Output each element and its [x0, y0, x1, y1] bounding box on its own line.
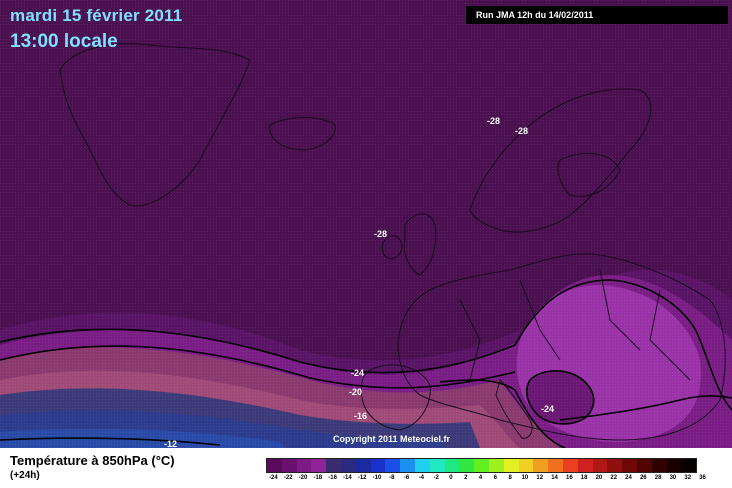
scale-swatch — [577, 459, 593, 472]
label-24-east: -24 — [541, 404, 555, 414]
label-28-scandinavia-east: -28 — [515, 126, 529, 136]
scale-swatch — [444, 459, 460, 472]
scale-tick: -16 — [328, 475, 337, 481]
scale-swatch — [414, 459, 430, 472]
scale-swatch — [267, 459, 282, 472]
scale-tick: 30 — [669, 475, 677, 481]
isotherm-minus22-east — [559, 395, 732, 421]
scale-tick: -4 — [418, 475, 425, 481]
scale-tick: 28 — [654, 475, 662, 481]
legend-panel: Température à 850hPa (°C) (+24h) -24 -22-… — [0, 448, 732, 488]
scale-tick: -18 — [313, 475, 323, 481]
label-28-scandinavia-west: -28 — [487, 116, 501, 126]
dither-overlay — [0, 0, 732, 448]
isotherm-minus24 — [0, 279, 701, 374]
scale-swatch — [518, 459, 534, 472]
scale-tick: 0 — [449, 475, 453, 481]
scale-swatch — [562, 459, 578, 472]
scale-swatch — [503, 459, 519, 472]
scale-tick: 32 — [684, 475, 692, 481]
scale-tick: 24 — [625, 475, 632, 481]
scale-tick: 10 — [521, 475, 529, 481]
scale-swatch — [474, 459, 489, 472]
isotherm-minus20-east — [439, 379, 566, 448]
isotherm-minus12 — [0, 437, 221, 446]
scale-tick: -22 — [283, 475, 293, 481]
scale-swatch — [340, 459, 356, 472]
isotherm-minus24-core — [525, 370, 595, 425]
scale-tick: 14 — [551, 475, 558, 481]
scale-tick: 8 — [508, 475, 512, 481]
scale-tick: 18 — [580, 475, 588, 481]
scale-swatch — [370, 459, 386, 472]
label-24-west: -24 — [351, 368, 365, 378]
scale-swatch — [296, 459, 312, 472]
scale-tick: -6 — [403, 475, 410, 481]
scale-tick: -2 — [433, 475, 439, 481]
scale-tick: 4 — [478, 475, 483, 481]
scale-swatch — [651, 459, 667, 472]
scale-swatch — [355, 459, 371, 472]
scale-swatch — [666, 459, 682, 472]
scale-swatch — [607, 459, 623, 472]
scale-tick: -12 — [357, 475, 367, 481]
isotherm-minus20 — [0, 345, 516, 389]
color-scale-ticks: -24 -22 -20 -18 -16 -14 -12 -10 -8 -6 -4 -2 0 2 4 6 8 10 1… — [266, 475, 710, 481]
scale-swatch — [385, 459, 401, 472]
forecast-date: mardi 15 février 2011 — [10, 6, 183, 25]
scale-tick: -10 — [372, 475, 382, 481]
scale-tick: -20 — [298, 475, 308, 481]
color-scale — [266, 458, 698, 473]
isotherms — [0, 279, 732, 448]
scale-swatch — [533, 459, 549, 472]
scale-swatch — [636, 459, 652, 472]
scale-swatch — [548, 459, 563, 472]
scale-tick: 12 — [536, 475, 544, 481]
scale-swatch — [326, 459, 341, 472]
scale-swatch — [622, 459, 637, 472]
scale-swatch — [488, 459, 504, 472]
scale-tick: 20 — [595, 475, 603, 481]
scale-tick: 22 — [610, 475, 618, 481]
scale-swatch — [459, 459, 475, 472]
scale-tick: -14 — [343, 475, 352, 481]
scale-tick: -8 — [389, 475, 395, 481]
scale-swatch — [592, 459, 608, 472]
map-panel: mardi 15 février 2011 13:00 locale Run J… — [0, 0, 732, 448]
scale-swatch — [429, 459, 445, 472]
scale-tick: 16 — [565, 475, 573, 481]
scale-swatch — [400, 459, 415, 472]
legend-title: Température à 850hPa (°C) — [10, 453, 175, 468]
legend-subtitle: (+24h) — [10, 470, 40, 481]
scale-swatch — [311, 459, 327, 472]
scale-tick: 6 — [493, 475, 498, 481]
label-20: -20 — [349, 387, 363, 397]
label-12: -12 — [164, 439, 178, 448]
forecast-time: 13:00 locale — [10, 31, 118, 52]
copyright: Copyright 2011 Meteociel.fr — [333, 434, 451, 444]
coastlines — [59, 43, 726, 441]
isotherm-minus24-east — [699, 339, 732, 411]
scale-tick: 26 — [639, 475, 647, 481]
label-28-atlantic: -28 — [374, 229, 388, 239]
scale-tick: -24 — [269, 475, 278, 481]
scale-swatch — [281, 459, 297, 472]
scale-tick: 2 — [464, 475, 468, 481]
scale-swatch — [681, 459, 697, 472]
label-16: -16 — [354, 411, 368, 421]
temperature-map — [0, 0, 732, 448]
scale-tick: 36 — [699, 475, 706, 481]
run-info: Run JMA 12h du 14/02/2011 — [466, 6, 728, 24]
